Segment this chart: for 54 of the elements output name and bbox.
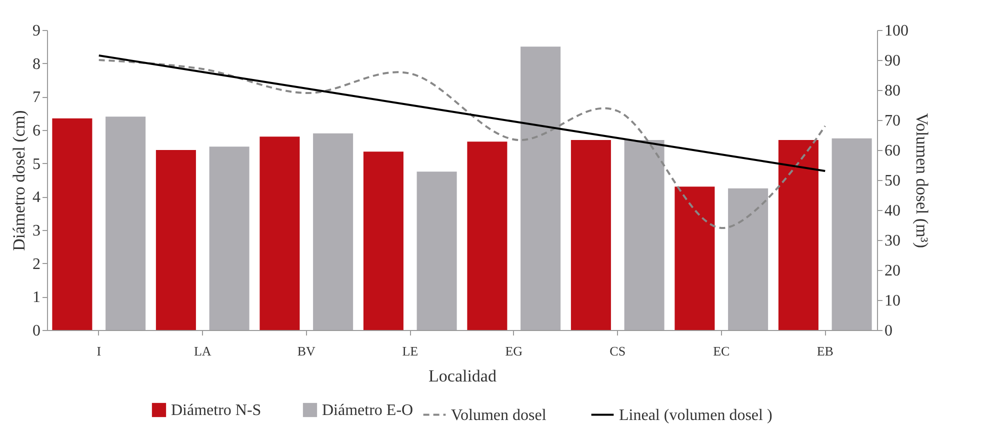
bar (416, 172, 457, 330)
y2-tick-label: 50 (884, 172, 900, 190)
bar (467, 142, 508, 330)
y-tick-label: 9 (32, 22, 40, 40)
y2-tick-label: 40 (884, 202, 900, 220)
y-tick-label: 7 (32, 89, 40, 106)
y2-tick-label: 80 (884, 82, 900, 100)
bar (313, 133, 354, 330)
bar (520, 46, 561, 330)
x-tick-label: EB (816, 344, 834, 358)
y-tick-label: 3 (32, 222, 40, 240)
y2-tick-label: 90 (884, 52, 900, 70)
x-tick-label: BV (297, 344, 316, 358)
bar (106, 116, 146, 330)
y2-axis-title: Volumen dosel (m³) (912, 112, 932, 248)
x-axis-title: Localidad (428, 366, 497, 386)
legend-label: Lineal (volumen dosel ) (619, 406, 772, 424)
x-tick-label: LA (194, 344, 212, 358)
y-tick-label: 2 (32, 256, 40, 273)
y2-tick-label: 60 (884, 142, 900, 160)
legend-label: Diámetro E-O (322, 402, 414, 419)
bar (363, 152, 404, 330)
y2-tick-label: 0 (884, 322, 892, 340)
x-tick-label: EG (505, 344, 523, 358)
bar (209, 146, 250, 330)
bar (674, 186, 715, 330)
y2-tick-label: 10 (884, 292, 900, 310)
x-tick-label: LE (402, 344, 418, 358)
y-tick-label: 5 (32, 156, 40, 173)
y-tick-label: 1 (32, 289, 40, 306)
bar (728, 188, 768, 330)
y-tick-label: 6 (32, 122, 40, 140)
y-tick-label: 8 (32, 56, 40, 73)
line-series (98, 54, 826, 172)
bar (570, 140, 611, 330)
x-tick-label: EC (713, 344, 730, 358)
x-tick-label: CS (610, 344, 626, 358)
y-tick-label: 4 (32, 189, 40, 206)
y2-tick-label: 100 (884, 22, 908, 40)
y-axis-title: Diámetro dosel (cm) (10, 110, 28, 251)
legend-label: Diámetro N-S (171, 402, 262, 419)
y2-tick-label: 30 (884, 232, 900, 250)
bar (832, 138, 872, 330)
bar (260, 136, 300, 330)
line-series (98, 59, 826, 229)
bar (624, 140, 664, 330)
y-tick-label: 0 (32, 322, 40, 340)
bar (52, 118, 92, 330)
y2-tick-label: 70 (884, 112, 900, 130)
bar (156, 150, 196, 330)
bar (778, 140, 818, 330)
x-tick-label: I (96, 344, 102, 358)
y2-tick-label: 20 (884, 262, 900, 280)
legend-label: Volumen dosel (451, 406, 547, 424)
